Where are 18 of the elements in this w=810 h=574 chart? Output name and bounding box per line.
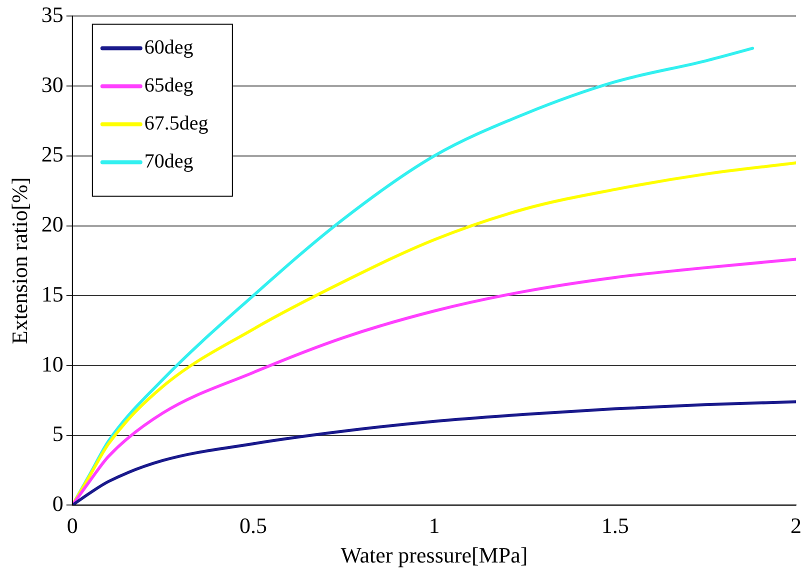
legend-label: 67.5deg — [144, 112, 208, 134]
legend-label: 70deg — [144, 150, 194, 172]
y-tick-label: 10 — [41, 351, 64, 376]
legend-label: 65deg — [144, 74, 194, 96]
y-tick-label: 0 — [52, 490, 64, 516]
y-tick-label: 35 — [41, 2, 64, 27]
y-tick-label: 30 — [41, 72, 64, 97]
x-tick-label: 1.5 — [601, 513, 629, 538]
legend-label: 60deg — [144, 36, 194, 58]
x-axis-title: Water pressure[MPa] — [340, 542, 528, 568]
x-tick-label: 2 — [790, 513, 802, 538]
x-tick-label: 0.5 — [240, 513, 268, 538]
y-tick-label: 5 — [52, 421, 64, 446]
y-axis-title: Extension ratio[%] — [6, 177, 32, 344]
y-tick-label: 25 — [41, 142, 64, 167]
y-tick-label: 20 — [41, 212, 64, 237]
x-tick-label: 1 — [428, 513, 440, 538]
y-tick-label: 15 — [41, 281, 64, 306]
